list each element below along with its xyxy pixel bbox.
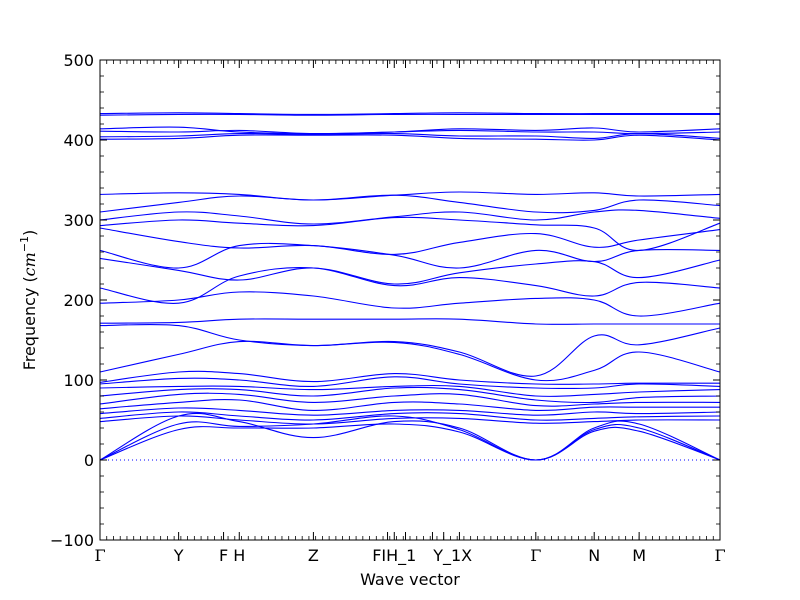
x-tick-label: N bbox=[588, 546, 600, 565]
band-line-1 bbox=[99, 112, 721, 115]
band-line-5 bbox=[99, 132, 721, 139]
band-line-8 bbox=[99, 194, 721, 214]
band-line-10 bbox=[99, 216, 721, 251]
band-line-29 bbox=[99, 415, 721, 461]
series-layer bbox=[99, 112, 721, 461]
band-line-21 bbox=[99, 384, 721, 397]
y-tick-label: 500 bbox=[63, 51, 94, 70]
band-line-28 bbox=[99, 412, 721, 461]
band-line-20 bbox=[99, 376, 721, 390]
x-tick-label: Y bbox=[173, 546, 184, 565]
y-axis-label-exponent: −1 bbox=[18, 236, 31, 252]
x-tick-label: Y_1X bbox=[432, 546, 472, 566]
band-line-6 bbox=[99, 134, 721, 141]
y-axis-label-unit: cm bbox=[20, 252, 39, 276]
band-line-30 bbox=[99, 423, 721, 461]
band-line-7 bbox=[99, 191, 721, 201]
x-axis-label: Wave vector bbox=[360, 570, 460, 589]
y-tick-label: 100 bbox=[63, 371, 94, 390]
y-axis-label-prefix: Frequency ( bbox=[20, 276, 39, 370]
y-tick-label: 300 bbox=[63, 211, 94, 230]
x-tick-label: Γ bbox=[530, 546, 541, 565]
band-line-4 bbox=[99, 129, 721, 135]
band-line-19 bbox=[99, 370, 721, 385]
band-line-22 bbox=[99, 386, 721, 404]
plot-frame bbox=[99, 59, 721, 541]
y-tick-label: 400 bbox=[63, 131, 94, 150]
band-line-12 bbox=[99, 242, 721, 269]
band-line-27 bbox=[99, 415, 721, 425]
y-tick-label: −100 bbox=[50, 531, 94, 550]
x-tick-label: H bbox=[233, 546, 245, 565]
band-line-26 bbox=[99, 411, 721, 421]
band-line-13 bbox=[99, 257, 721, 285]
x-tick-label: F bbox=[219, 546, 228, 565]
y-tick-label: 200 bbox=[63, 291, 94, 310]
x-tick-label: M bbox=[632, 546, 646, 565]
band-line-11 bbox=[99, 227, 721, 255]
tick-layer: −100 0 100 200 300 400 500 Γ Y F H Z FIH_1 Y_1X Γ N M Γ bbox=[50, 51, 726, 566]
band-line-25 bbox=[99, 407, 721, 416]
band-line-2 bbox=[99, 113, 720, 116]
x-tick-label: Γ bbox=[94, 546, 105, 565]
y-axis-label: Frequency (cm−1) bbox=[18, 230, 39, 371]
band-line-18 bbox=[99, 340, 721, 382]
x-tick-label: Z bbox=[308, 546, 319, 565]
y-axis-label-suffix: ) bbox=[20, 230, 39, 236]
band-line-14 bbox=[99, 267, 721, 304]
band-line-16 bbox=[99, 318, 720, 325]
band-line-15 bbox=[99, 291, 721, 317]
band-line-17 bbox=[99, 323, 721, 377]
band-line-3 bbox=[99, 126, 721, 135]
y-tick-label: 0 bbox=[84, 451, 94, 470]
band-line-23 bbox=[99, 392, 721, 407]
band-line-9 bbox=[99, 209, 721, 225]
band-line-24 bbox=[99, 399, 720, 412]
x-tick-label: FIH_1 bbox=[372, 546, 416, 566]
x-tick-label: Γ bbox=[714, 546, 725, 565]
